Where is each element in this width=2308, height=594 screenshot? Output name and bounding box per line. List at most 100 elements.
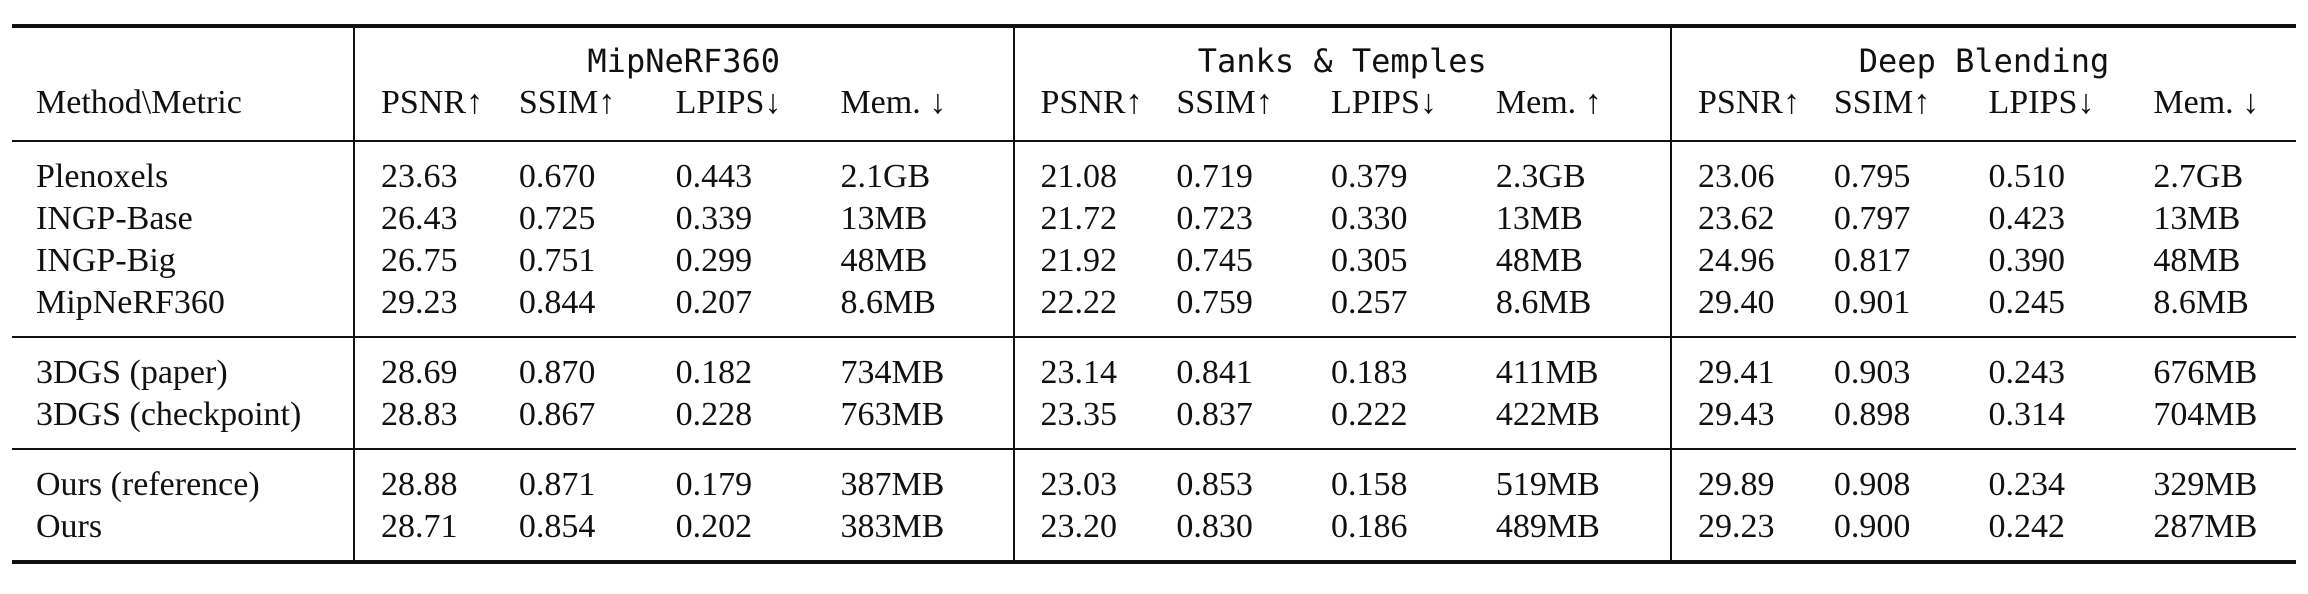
corner-blank xyxy=(12,26,354,80)
metric-header: Mem. ↓ xyxy=(840,84,947,121)
value-cell: 23.14 xyxy=(1012,336,1177,394)
method-cell: 3DGS (paper) xyxy=(12,336,354,394)
value-cell: 23.06 xyxy=(1670,140,1834,198)
value-cell: 48MB xyxy=(1495,242,1583,279)
value-cell: 383MB xyxy=(840,508,945,545)
metric-header: PSNR↑ xyxy=(1670,80,1834,141)
value-cell: 0.158 xyxy=(1331,448,1496,506)
metric-header: SSIM↑ xyxy=(1176,84,1273,121)
value-cell: 519MB xyxy=(1495,448,1671,506)
group-header-row: MipNeRF360 Tanks & Temples Deep Blending xyxy=(12,26,2296,80)
metric-header: Mem. ↑ xyxy=(1495,84,1602,121)
value-cell: 0.900 xyxy=(1833,508,1911,545)
value-cell: 0.330 xyxy=(1331,200,1408,237)
value-cell: 2.1GB xyxy=(840,140,1014,198)
value-cell: 0.228 xyxy=(675,396,753,433)
table-row: 3DGS (paper) 28.69 0.870 0.182 734MB 23.14 0.8… xyxy=(12,336,2296,394)
value-cell: 411MB xyxy=(1495,336,1671,394)
group-header-mipnerf360: MipNeRF360 xyxy=(352,26,1014,80)
value-cell: 0.443 xyxy=(675,140,841,198)
value-cell: 0.510 xyxy=(1988,140,2154,198)
value-cell: 29.23 xyxy=(1670,506,1834,562)
value-cell: 0.844 xyxy=(518,284,596,321)
value-cell: 28.88 xyxy=(352,448,519,506)
value-cell: 29.23 xyxy=(352,282,519,337)
method-cell: INGP-Big xyxy=(36,242,176,279)
value-cell: 48MB xyxy=(2153,242,2241,279)
table-body: Plenoxels 23.63 0.670 0.443 2.1GB 21.08 0.719 0… xyxy=(12,140,2296,562)
value-cell: 0.423 xyxy=(1988,200,2066,237)
value-cell: 0.339 xyxy=(675,200,753,237)
value-cell: 21.08 xyxy=(1012,140,1177,198)
metric-header: PSNR↑ xyxy=(352,80,519,141)
value-cell: 0.837 xyxy=(1176,396,1253,433)
value-cell: 8.6MB xyxy=(840,284,936,321)
method-cell: Ours (reference) xyxy=(12,448,354,506)
value-cell: 0.305 xyxy=(1331,242,1408,279)
value-cell: 0.182 xyxy=(675,336,841,394)
group-header-tanks-temples: Tanks & Temples xyxy=(1012,26,1671,80)
value-cell: 23.63 xyxy=(352,140,519,198)
value-cell: 0.723 xyxy=(1176,200,1253,237)
value-cell: 422MB xyxy=(1495,396,1600,433)
value-cell: 23.35 xyxy=(1012,394,1177,449)
value-cell: 13MB xyxy=(1495,200,1583,237)
results-table: MipNeRF360 Tanks & Temples Deep Blending… xyxy=(12,24,2296,564)
value-cell: 28.83 xyxy=(352,394,519,449)
value-cell: 0.901 xyxy=(1833,284,1911,321)
value-cell: 0.867 xyxy=(518,396,596,433)
value-cell: 704MB xyxy=(2153,396,2258,433)
value-cell: 26.75 xyxy=(352,240,519,282)
metric-header: PSNR↑ xyxy=(1012,80,1177,141)
value-cell: 13MB xyxy=(840,200,928,237)
value-cell: 0.379 xyxy=(1331,140,1496,198)
method-cell: 3DGS (checkpoint) xyxy=(36,396,302,433)
value-cell: 0.245 xyxy=(1988,284,2066,321)
value-cell: 734MB xyxy=(840,336,1014,394)
method-cell: INGP-Base xyxy=(36,200,193,237)
value-cell: 0.670 xyxy=(518,140,676,198)
value-cell: 0.854 xyxy=(518,508,596,545)
value-cell: 0.841 xyxy=(1176,336,1332,394)
table-row: Plenoxels 23.63 0.670 0.443 2.1GB 21.08 0.719 0… xyxy=(12,140,2296,198)
value-cell: 0.202 xyxy=(675,508,753,545)
table-row: INGP-Big 26.75 0.751 0.299 48MB 21.92 0.745 0.3… xyxy=(12,240,2296,282)
value-cell: 0.719 xyxy=(1176,140,1332,198)
value-cell: 0.870 xyxy=(518,336,676,394)
value-cell: 0.759 xyxy=(1176,284,1253,321)
value-cell: 0.898 xyxy=(1833,396,1911,433)
value-cell: 28.69 xyxy=(352,336,519,394)
metric-header: LPIPS↓ xyxy=(675,84,782,121)
value-cell: 0.179 xyxy=(675,448,841,506)
value-cell: 0.797 xyxy=(1833,200,1911,237)
value-cell: 29.89 xyxy=(1670,448,1834,506)
value-cell: 29.40 xyxy=(1670,282,1834,337)
metric-header: SSIM↑ xyxy=(518,84,616,121)
metric-header-row: Method\Metric PSNR↑ SSIM↑ LPIPS↓ Mem. ↓ … xyxy=(12,80,2296,141)
value-cell: 287MB xyxy=(2153,508,2258,545)
value-cell: 0.830 xyxy=(1176,508,1253,545)
value-cell: 763MB xyxy=(840,396,945,433)
group-header-deep-blending: Deep Blending xyxy=(1670,26,2296,80)
value-cell: 23.03 xyxy=(1012,448,1177,506)
value-cell: 0.207 xyxy=(675,284,753,321)
metric-header: SSIM↑ xyxy=(1833,84,1931,121)
value-cell: 48MB xyxy=(840,242,928,279)
value-cell: 29.43 xyxy=(1670,394,1834,449)
value-cell: 29.41 xyxy=(1670,336,1834,394)
value-cell: 0.908 xyxy=(1833,448,1989,506)
table-row: Ours (reference) 28.88 0.871 0.179 387MB 23.0… xyxy=(12,448,2296,506)
metric-header: LPIPS↓ xyxy=(1331,84,1437,121)
value-cell: 26.43 xyxy=(352,198,519,240)
value-cell: 21.72 xyxy=(1012,198,1177,240)
value-cell: 0.903 xyxy=(1833,336,1989,394)
value-cell: 21.92 xyxy=(1012,240,1177,282)
value-cell: 0.257 xyxy=(1331,284,1408,321)
value-cell: 0.299 xyxy=(675,242,753,279)
value-cell: 0.222 xyxy=(1331,396,1408,433)
corner-label: Method\Metric xyxy=(36,84,242,121)
value-cell: 676MB xyxy=(2153,336,2296,394)
value-cell: 0.725 xyxy=(518,200,596,237)
value-cell: 28.71 xyxy=(352,506,519,562)
value-cell: 2.3GB xyxy=(1495,140,1671,198)
